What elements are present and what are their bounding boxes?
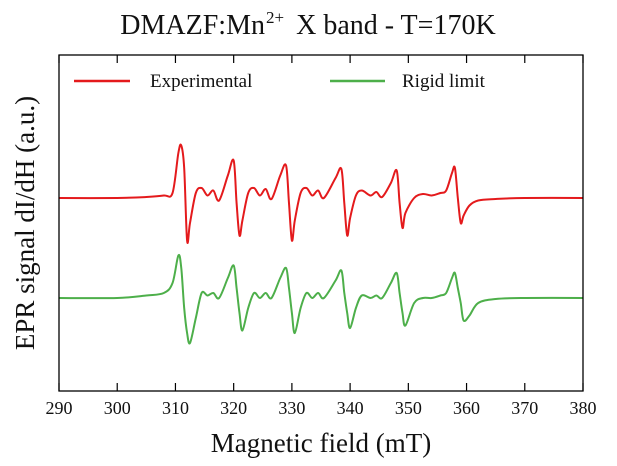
legend-label-rigid-limit: Rigid limit <box>402 71 486 92</box>
title-superscript: 2+ <box>266 8 284 27</box>
x-tick-label-290: 290 <box>46 398 73 418</box>
series-line-rigid-limit <box>58 253 584 345</box>
x-tick-label-320: 320 <box>220 398 247 418</box>
x-tick-label-340: 340 <box>337 398 364 418</box>
plot-frame <box>58 54 584 392</box>
x-axis-label: Magnetic field (mT) <box>211 428 431 458</box>
series-line-experimental <box>58 143 584 244</box>
x-tick-label-310: 310 <box>162 398 189 418</box>
title-suffix: X band - T=170K <box>296 10 496 41</box>
y-axis-label: EPR signal dI/dH (a.u.) <box>10 96 40 350</box>
series-group <box>58 143 584 345</box>
legend: Experimental Rigid limit <box>74 71 486 92</box>
x-tick-label-360: 360 <box>453 398 480 418</box>
x-tick-label-370: 370 <box>511 398 538 418</box>
x-tick-label-330: 330 <box>278 398 305 418</box>
chart-title: DMAZF:Mn2+ X band - T=170K <box>120 8 495 41</box>
x-tick-label-380: 380 <box>570 398 597 418</box>
x-tick-label-350: 350 <box>395 398 422 418</box>
tick-group: 290 300 310 320 330 340 350 360 370 380 <box>46 55 597 418</box>
legend-label-experimental: Experimental <box>150 71 252 92</box>
title-prefix: DMAZF:Mn <box>120 10 265 41</box>
x-tick-label-300: 300 <box>104 398 131 418</box>
